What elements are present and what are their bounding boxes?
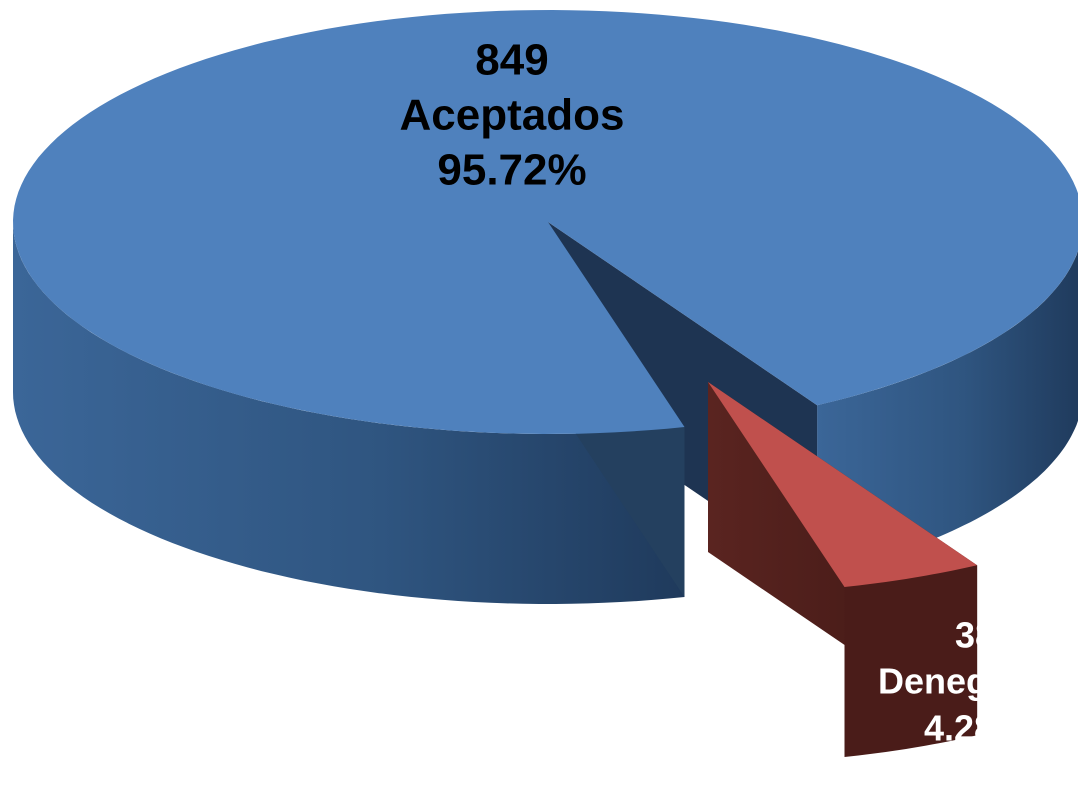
data-label-denegados-percent: 4.28% <box>924 708 1026 749</box>
data-label-aceptados-percent: 95.72% <box>437 146 586 195</box>
data-label-aceptados-category: Aceptados <box>400 91 625 140</box>
slice-side-denegados <box>844 565 978 757</box>
slice-denegados <box>708 382 978 587</box>
slice-side-aceptados <box>817 250 1078 576</box>
data-label-aceptados-value: 849 <box>475 36 548 85</box>
data-label-denegados-category: Denegados <box>878 661 1072 702</box>
data-label-denegados-value: 38 <box>955 615 995 656</box>
slice-side-aceptados <box>13 222 685 604</box>
slice-aceptados <box>13 10 1078 434</box>
